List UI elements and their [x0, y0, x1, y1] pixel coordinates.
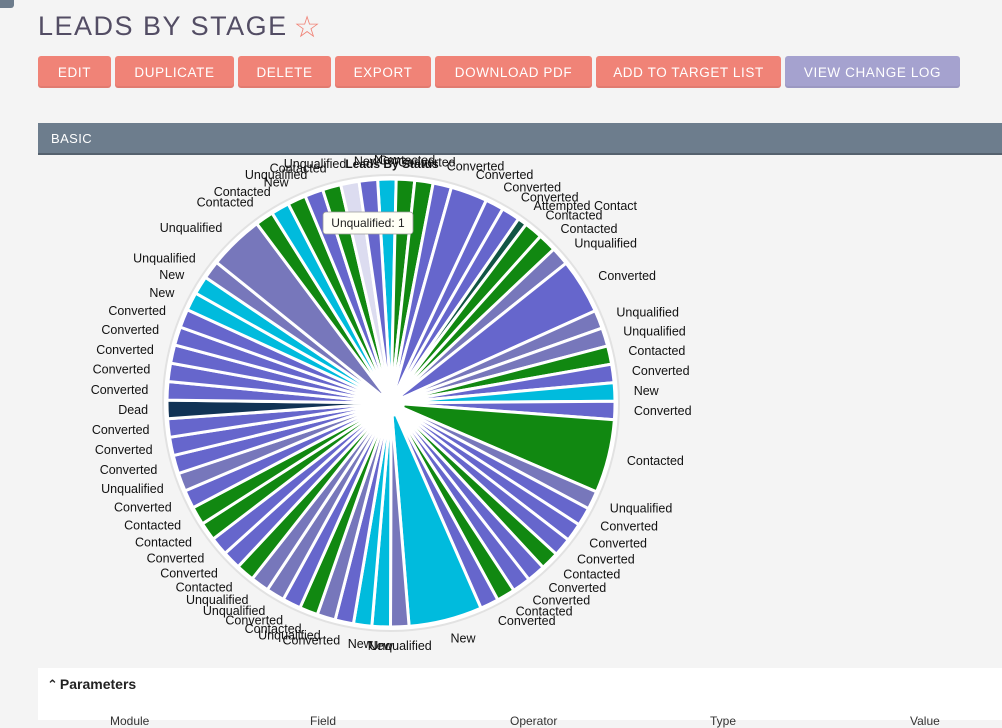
slice-label: New	[149, 286, 175, 300]
slice-label: Converted	[100, 463, 158, 477]
slice-label: Converted	[577, 552, 635, 566]
slice-label: Converted	[476, 168, 534, 182]
duplicate-button[interactable]: DUPLICATE	[115, 56, 234, 88]
page-title-text: LEADS BY STAGE	[38, 11, 288, 41]
param-column-header: Type	[710, 714, 737, 728]
view-change-log-button[interactable]: VIEW CHANGE LOG	[785, 56, 960, 88]
slice-label: Converted	[498, 614, 556, 628]
slice-label: Converted	[632, 364, 690, 378]
slice-label: Unqualified	[610, 502, 673, 516]
slice-label: Converted	[225, 614, 283, 628]
slice-label: Unqualified	[160, 221, 223, 235]
slice-label: Converted	[92, 423, 150, 437]
slice-label: Converted	[91, 383, 149, 397]
star-outline-icon[interactable]: ☆	[293, 11, 322, 44]
page-title: LEADS BY STAGE ☆	[38, 10, 322, 45]
slice-label: Converted	[95, 443, 153, 457]
slice-label: Converted	[398, 156, 456, 170]
slice-label: Converted	[549, 581, 607, 595]
slice-label: Dead	[118, 403, 148, 417]
slice-label: New	[634, 384, 660, 398]
slice-label: Converted	[600, 520, 658, 534]
panel-title: BASIC	[51, 131, 93, 146]
slice-label: Converted	[589, 536, 647, 550]
slice-label: Contacted	[176, 580, 233, 594]
slice-label: Unqualified	[623, 324, 686, 338]
slice-label: Unqualified	[203, 604, 266, 618]
param-column-header: Operator	[510, 714, 558, 728]
slice-label: New	[264, 176, 290, 190]
tooltip-text: Unqualified: 1	[331, 216, 405, 230]
slice-label: Converted	[634, 404, 692, 418]
chart-tooltip: Unqualified: 1	[322, 211, 414, 235]
slice-label: Converted	[503, 181, 561, 195]
slice-label: Contacted	[563, 567, 620, 581]
slice-label: Unqualified	[133, 252, 196, 266]
slice-label: New	[159, 268, 185, 282]
slice-label: Contacted	[245, 622, 302, 636]
edit-button[interactable]: EDIT	[38, 56, 111, 88]
slice-label: Converted	[598, 269, 656, 283]
slice-label: New	[451, 632, 477, 646]
slice-label: Contacted	[197, 196, 254, 210]
slice-label: Contacted	[135, 536, 192, 550]
slice-label: Converted	[533, 594, 591, 608]
pie-center	[377, 389, 405, 417]
slice-label: Converted	[96, 343, 154, 357]
param-column-header: Module	[110, 714, 150, 728]
slice-label: Unqualified	[186, 593, 249, 607]
slice-label: New	[354, 155, 380, 168]
slice-label: Converted	[101, 323, 159, 337]
slice-label: Contacted	[214, 185, 271, 199]
slice-label: Contacted	[628, 344, 685, 358]
slice-label: Unqualified	[616, 305, 679, 319]
delete-button[interactable]: DELETE	[238, 56, 331, 88]
chart-title: Leads By Status	[345, 157, 439, 171]
slice-label: New	[368, 639, 394, 653]
slice-label: Unqualified	[574, 237, 637, 251]
slice-label: Converted	[114, 501, 172, 515]
slice-label: Contacted	[378, 155, 435, 168]
slice-label: Contacted	[546, 208, 603, 222]
param-column-header: Value	[910, 714, 940, 728]
chart-container: New Contacted Converted Converted Converted C…	[0, 155, 1002, 660]
slice-label: Unqualified	[369, 639, 432, 653]
slice-label: Contacted	[516, 605, 573, 619]
slice-label: Converted	[447, 160, 505, 174]
download-pdf-button[interactable]: DOWNLOAD PDF	[435, 56, 592, 88]
panel-header-basic[interactable]: BASIC	[38, 123, 1002, 155]
slice-label: Converted	[160, 567, 218, 581]
pie-chart: NewContactedConvertedConvertedConvertedC…	[91, 155, 692, 653]
slice-label: New	[374, 155, 400, 167]
slice-label: New	[348, 637, 374, 651]
slice-label: Unqualified	[101, 482, 164, 496]
export-button[interactable]: EXPORT	[335, 56, 431, 88]
corner-tab[interactable]	[0, 0, 14, 8]
slice-label: Contacted	[270, 162, 327, 176]
slice-label: Converted	[283, 634, 341, 648]
chevron-up-icon[interactable]: ⌃	[47, 677, 58, 692]
add-to-target-list-button[interactable]: ADD TO TARGET LIST	[596, 56, 781, 88]
parameters-title: Parameters	[59, 676, 137, 692]
slice-label: Contacted	[627, 454, 684, 468]
slice-label: Unqualified	[245, 168, 308, 182]
slice-label: Contacted	[561, 222, 618, 236]
pie-slice[interactable]	[357, 177, 393, 404]
parameters-panel: ⌃ Parameters Module Field Operator Type V…	[38, 668, 1002, 728]
slice-label: Unqualified	[284, 157, 347, 171]
slice-label: Converted	[147, 552, 205, 566]
slice-label: Contacted	[124, 518, 181, 532]
slice-label: Converted	[93, 363, 151, 377]
slice-label: Converted	[521, 191, 579, 205]
parameters-header[interactable]: ⌃ Parameters	[47, 676, 136, 693]
param-column-header: Field	[310, 714, 337, 728]
slice-label: Converted	[108, 304, 166, 318]
slice-label: Unqualified	[258, 629, 321, 643]
slice-label: Attempted Contact	[534, 199, 638, 213]
